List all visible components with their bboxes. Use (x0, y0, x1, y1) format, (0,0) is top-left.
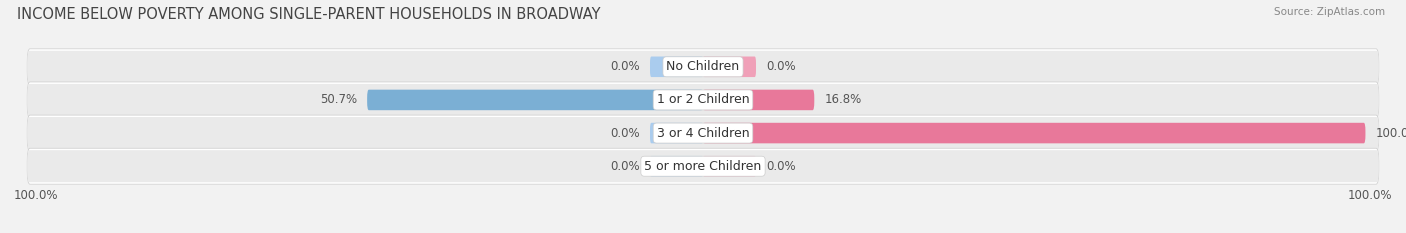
Text: 100.0%: 100.0% (14, 189, 59, 202)
Text: 3 or 4 Children: 3 or 4 Children (657, 127, 749, 140)
Text: 16.8%: 16.8% (824, 93, 862, 106)
Text: INCOME BELOW POVERTY AMONG SINGLE-PARENT HOUSEHOLDS IN BROADWAY: INCOME BELOW POVERTY AMONG SINGLE-PARENT… (17, 7, 600, 22)
FancyBboxPatch shape (27, 82, 1379, 118)
FancyBboxPatch shape (650, 123, 703, 143)
FancyBboxPatch shape (27, 49, 1379, 85)
FancyBboxPatch shape (27, 115, 1379, 151)
FancyBboxPatch shape (703, 57, 756, 77)
Text: Source: ZipAtlas.com: Source: ZipAtlas.com (1274, 7, 1385, 17)
Text: 5 or more Children: 5 or more Children (644, 160, 762, 173)
FancyBboxPatch shape (27, 51, 1379, 83)
Text: 1 or 2 Children: 1 or 2 Children (657, 93, 749, 106)
Text: 0.0%: 0.0% (766, 60, 796, 73)
FancyBboxPatch shape (703, 123, 1365, 143)
Text: 0.0%: 0.0% (766, 160, 796, 173)
FancyBboxPatch shape (650, 57, 703, 77)
FancyBboxPatch shape (27, 84, 1379, 116)
Text: 50.7%: 50.7% (321, 93, 357, 106)
Text: 100.0%: 100.0% (1347, 189, 1392, 202)
FancyBboxPatch shape (703, 90, 814, 110)
FancyBboxPatch shape (650, 156, 703, 176)
FancyBboxPatch shape (27, 150, 1379, 182)
FancyBboxPatch shape (367, 90, 703, 110)
Text: 0.0%: 0.0% (610, 160, 640, 173)
FancyBboxPatch shape (27, 148, 1379, 184)
Text: No Children: No Children (666, 60, 740, 73)
FancyBboxPatch shape (703, 156, 756, 176)
Text: 0.0%: 0.0% (610, 127, 640, 140)
FancyBboxPatch shape (27, 117, 1379, 149)
Text: 0.0%: 0.0% (610, 60, 640, 73)
Text: 100.0%: 100.0% (1375, 127, 1406, 140)
